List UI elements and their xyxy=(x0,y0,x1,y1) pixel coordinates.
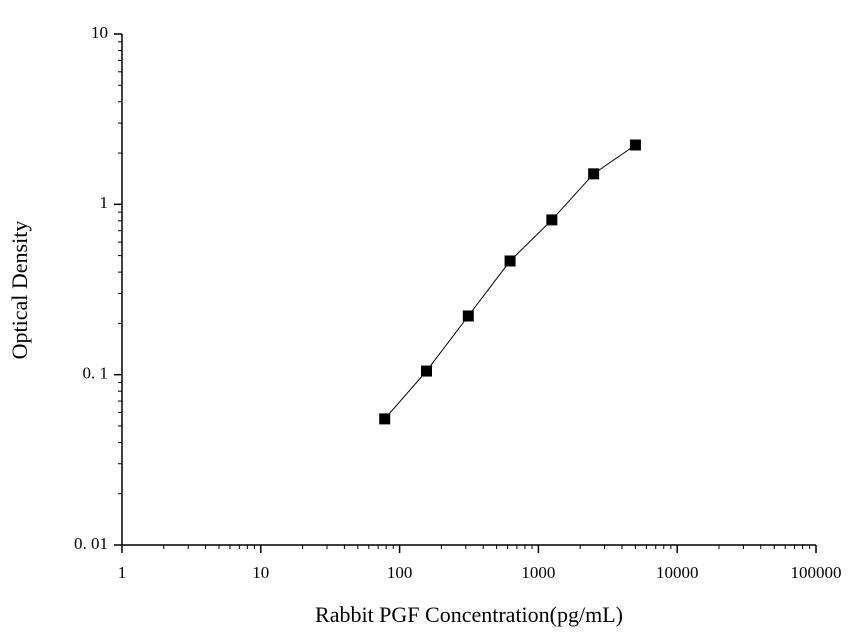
data-point xyxy=(379,413,391,425)
x-tick-label: 10000 xyxy=(656,563,699,582)
data-point xyxy=(629,139,641,151)
x-axis-title: Rabbit PGF Concentration(pg/mL) xyxy=(315,602,623,627)
data-point xyxy=(504,255,516,267)
x-tick-label: 1 xyxy=(118,563,127,582)
y-tick-label: 1 xyxy=(100,193,109,212)
data-point xyxy=(421,365,433,377)
x-tick-label: 100000 xyxy=(791,563,842,582)
data-point xyxy=(546,214,558,226)
y-tick-label: 0. 1 xyxy=(83,364,109,383)
data-point xyxy=(588,168,600,180)
x-tick-label: 100 xyxy=(387,563,413,582)
x-tick-label: 10 xyxy=(252,563,269,582)
y-axis-title: Optical Density xyxy=(7,221,32,360)
data-point xyxy=(462,310,474,322)
x-tick-label: 1000 xyxy=(521,563,555,582)
y-tick-label: 0. 01 xyxy=(74,534,108,553)
data-line xyxy=(384,144,636,420)
y-tick-label: 10 xyxy=(91,23,108,42)
